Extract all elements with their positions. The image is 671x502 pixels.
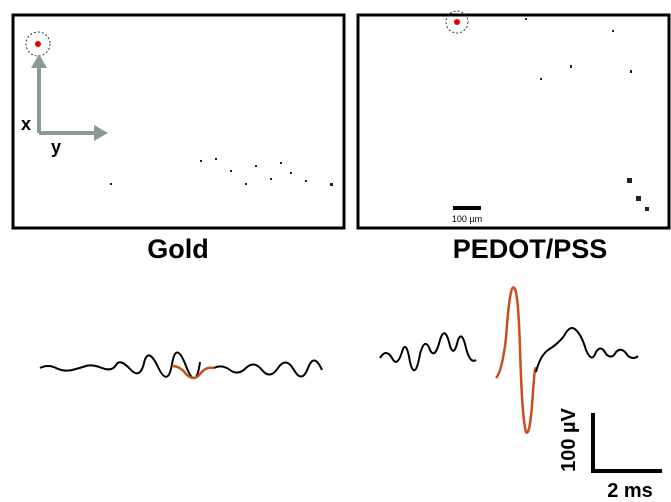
pedot-trace bbox=[380, 333, 476, 370]
axis-x-label: x bbox=[21, 114, 31, 134]
panel-label: Gold bbox=[147, 234, 209, 264]
voltage-scale-label: 100 µV bbox=[558, 407, 580, 471]
pedot-panel bbox=[358, 15, 669, 228]
gold-trace bbox=[214, 360, 322, 376]
pedot-spike bbox=[496, 287, 536, 432]
figure: x y Gold 100 µm PEDOT/PSS 100 µV 2 ms bbox=[0, 0, 671, 502]
site-dot bbox=[454, 19, 460, 25]
pedot-trace bbox=[536, 328, 638, 372]
axis-y-label: y bbox=[51, 137, 61, 157]
panel-label: PEDOT/PSS bbox=[453, 234, 608, 264]
trace-scale-bar bbox=[593, 413, 662, 471]
site-dot bbox=[35, 41, 41, 47]
gold-spike bbox=[172, 366, 214, 378]
scale-bar-label: 100 µm bbox=[452, 214, 482, 224]
time-scale-label: 2 ms bbox=[607, 480, 653, 502]
gold-panel bbox=[13, 15, 344, 228]
